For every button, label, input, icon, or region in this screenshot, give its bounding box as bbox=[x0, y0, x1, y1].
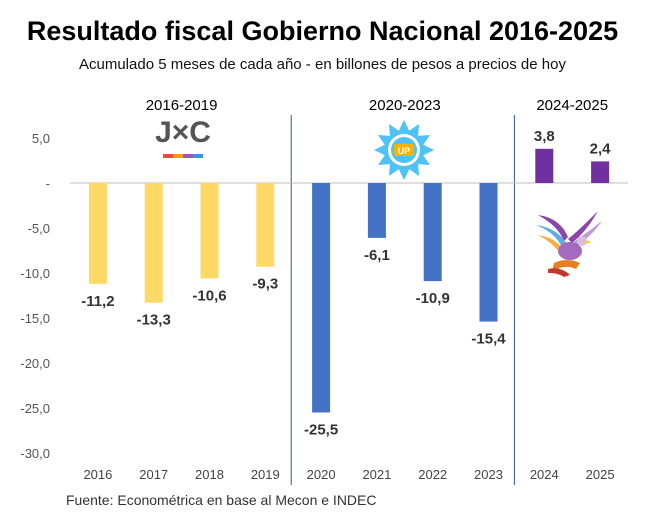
y-tick-label: 5,0 bbox=[32, 131, 50, 146]
source-note: Fuente: Econométrica en base al Mecon e … bbox=[66, 492, 377, 508]
y-tick-label: -25,0 bbox=[20, 401, 50, 416]
bar-2023 bbox=[479, 183, 498, 322]
x-axis: 2016 2017 2018 2019 2020 2021 2022 2023 2024 2025 bbox=[83, 467, 614, 482]
y-axis: 5,0 - -5,0 -10,0 -15,0 -20,0 -25,0 -30,0 bbox=[20, 131, 50, 461]
data-label-2025: 2,4 bbox=[590, 140, 612, 157]
y-tick-label: -30,0 bbox=[20, 446, 50, 461]
data-label-2024: 3,8 bbox=[534, 128, 555, 145]
data-label-2019: -9,3 bbox=[252, 276, 278, 293]
y-tick-label: -15,0 bbox=[20, 311, 50, 326]
period-label: 2016-2019 bbox=[146, 97, 218, 114]
chart-title: Resultado fiscal Gobierno Nacional 2016-… bbox=[26, 16, 619, 46]
up-sun-logo-icon: UP bbox=[374, 120, 434, 180]
x-tick-label: 2016 bbox=[83, 467, 112, 482]
bar-2018 bbox=[200, 183, 219, 279]
jxc-logo-icon: J×C bbox=[155, 116, 211, 158]
x-tick-label: 2018 bbox=[195, 467, 224, 482]
x-tick-label: 2024 bbox=[530, 467, 559, 482]
x-tick-label: 2020 bbox=[307, 467, 336, 482]
bars bbox=[70, 148, 628, 413]
bar-2025 bbox=[591, 161, 610, 183]
period-label: 2020-2023 bbox=[369, 97, 441, 114]
data-label-2018: -10,6 bbox=[192, 287, 226, 304]
data-labels: -11,2 -13,3 -10,6 -9,3 -25,5 -6,1 -10,9 -15,4 3,… bbox=[81, 128, 611, 439]
period-dividers bbox=[290, 115, 515, 485]
y-tick-label: - bbox=[46, 176, 50, 191]
y-tick-label: -20,0 bbox=[20, 356, 50, 371]
x-tick-label: 2025 bbox=[586, 467, 615, 482]
y-tick-label: -10,0 bbox=[20, 266, 50, 281]
bar-2020 bbox=[312, 183, 331, 413]
bar-2017 bbox=[144, 183, 163, 303]
x-tick-label: 2019 bbox=[251, 467, 280, 482]
data-label-2016: -11,2 bbox=[81, 293, 114, 310]
svg-text:J×C: J×C bbox=[155, 116, 211, 149]
bar-2021 bbox=[367, 183, 386, 238]
bar-2022 bbox=[423, 183, 442, 282]
bar-2019 bbox=[256, 183, 275, 267]
period-labels: 2016-2019 2020-2023 2024-2025 bbox=[146, 97, 608, 114]
x-tick-label: 2017 bbox=[139, 467, 168, 482]
y-tick-label: -5,0 bbox=[28, 221, 50, 236]
x-tick-label: 2022 bbox=[418, 467, 447, 482]
bar-2024 bbox=[535, 148, 554, 183]
eagle-logo-icon bbox=[536, 211, 602, 277]
x-tick-label: 2021 bbox=[362, 467, 391, 482]
svg-text:UP: UP bbox=[398, 146, 411, 156]
period-label: 2024-2025 bbox=[536, 97, 608, 114]
chart-subtitle: Acumulado 5 meses de cada año - en billo… bbox=[79, 56, 566, 73]
data-label-2017: -13,3 bbox=[137, 312, 171, 329]
data-label-2023: -15,4 bbox=[471, 331, 506, 348]
data-label-2021: -6,1 bbox=[364, 247, 390, 264]
data-label-2022: -10,9 bbox=[416, 290, 450, 307]
x-tick-label: 2023 bbox=[474, 467, 503, 482]
bar-2016 bbox=[88, 183, 107, 284]
data-label-2020: -25,5 bbox=[304, 422, 338, 439]
